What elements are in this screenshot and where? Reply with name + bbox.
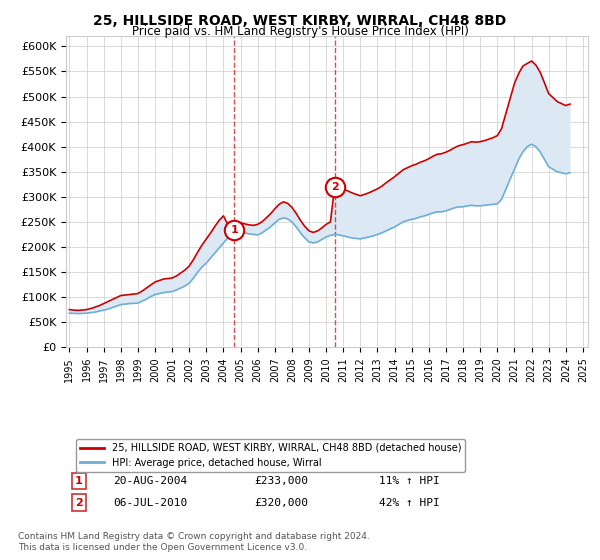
Text: 06-JUL-2010: 06-JUL-2010	[113, 498, 187, 507]
Text: £233,000: £233,000	[254, 476, 308, 486]
Text: 20-AUG-2004: 20-AUG-2004	[113, 476, 187, 486]
Text: 42% ↑ HPI: 42% ↑ HPI	[379, 498, 440, 507]
Text: 1: 1	[75, 476, 83, 486]
Text: Price paid vs. HM Land Registry's House Price Index (HPI): Price paid vs. HM Land Registry's House …	[131, 25, 469, 38]
Legend: 25, HILLSIDE ROAD, WEST KIRBY, WIRRAL, CH48 8BD (detached house), HPI: Average p: 25, HILLSIDE ROAD, WEST KIRBY, WIRRAL, C…	[76, 439, 466, 472]
Text: 2: 2	[75, 498, 83, 507]
Text: £320,000: £320,000	[254, 498, 308, 507]
Text: Contains HM Land Registry data © Crown copyright and database right 2024.
This d: Contains HM Land Registry data © Crown c…	[18, 532, 370, 552]
Text: 1: 1	[230, 225, 238, 235]
Text: 11% ↑ HPI: 11% ↑ HPI	[379, 476, 440, 486]
Text: 2: 2	[331, 182, 339, 192]
Text: 25, HILLSIDE ROAD, WEST KIRBY, WIRRAL, CH48 8BD: 25, HILLSIDE ROAD, WEST KIRBY, WIRRAL, C…	[94, 14, 506, 28]
